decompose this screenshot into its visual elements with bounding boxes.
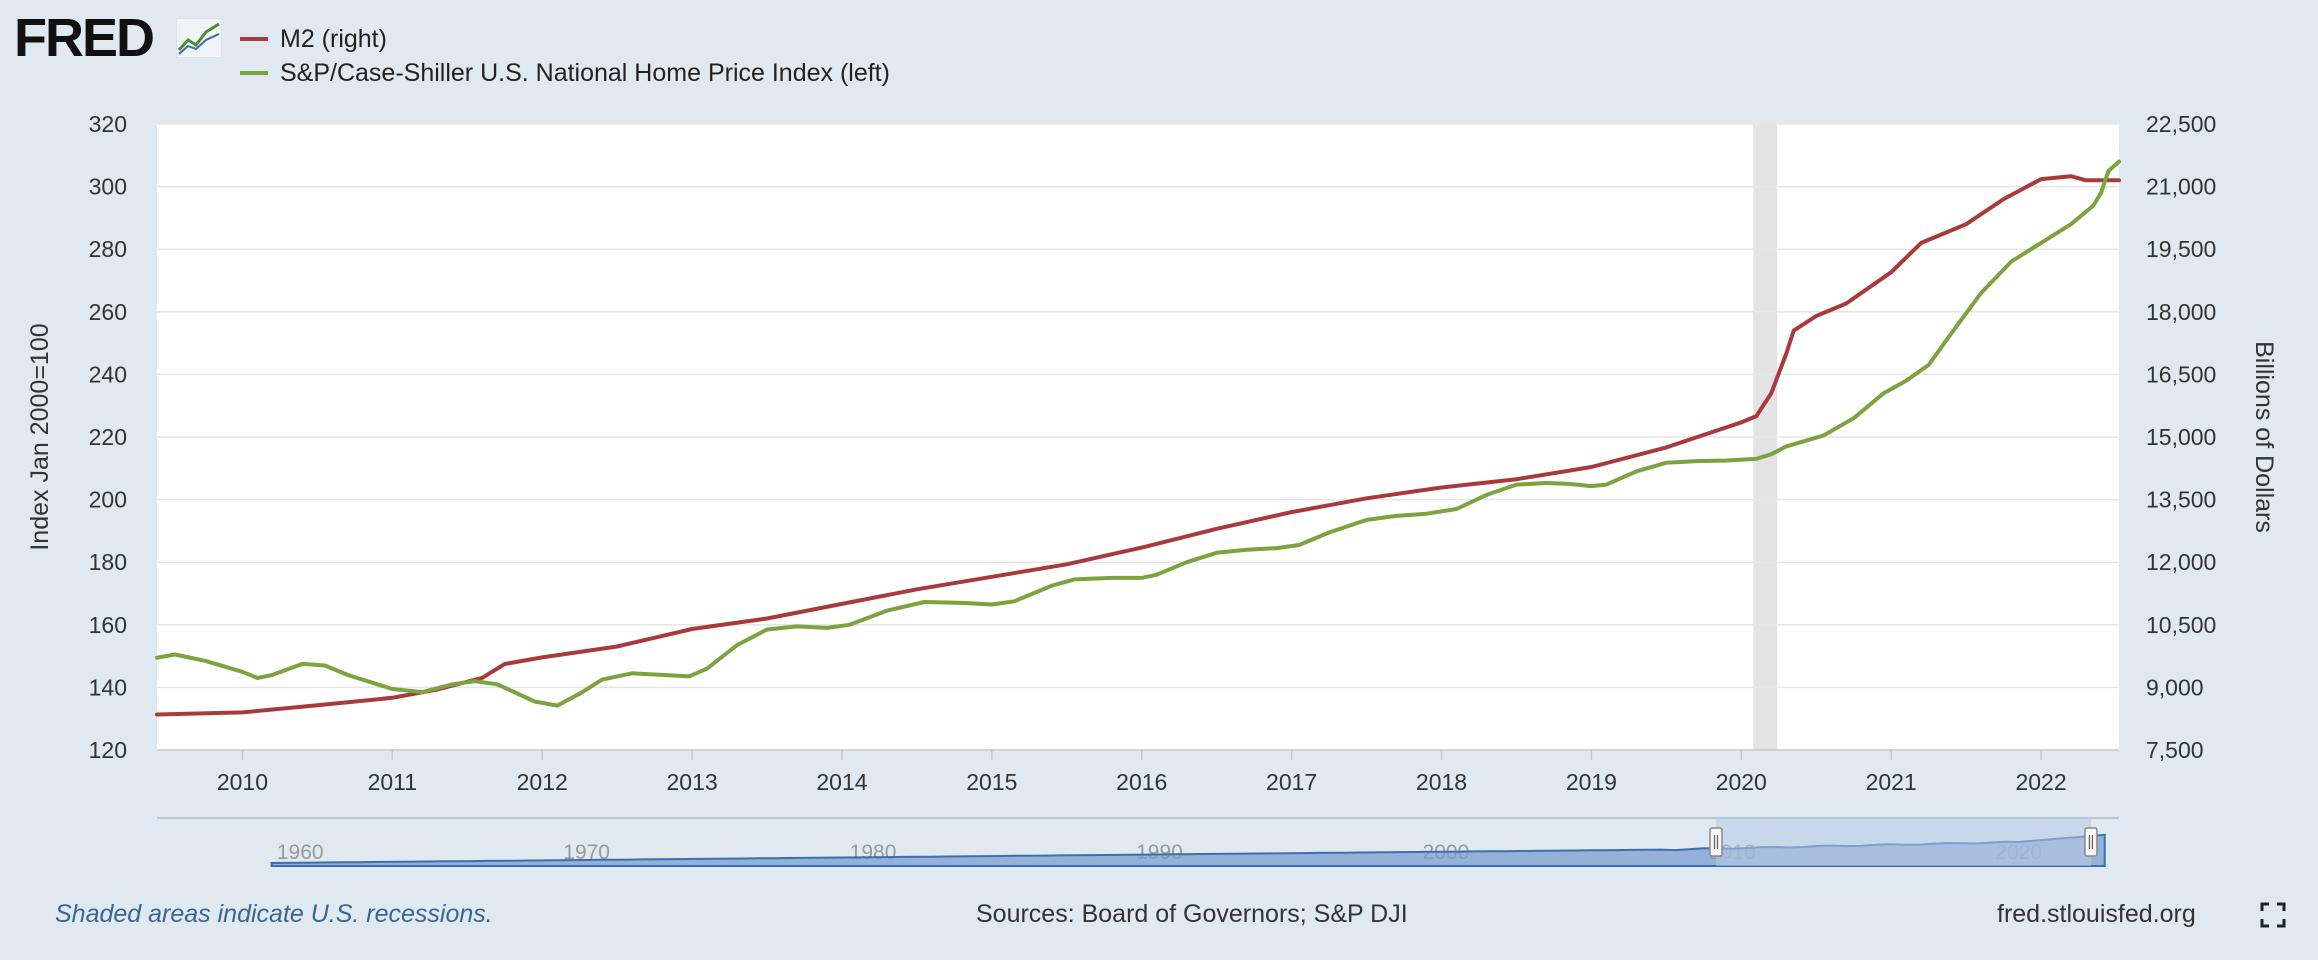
x-tick-label: 2021 bbox=[1866, 769, 1917, 795]
chart-legend: M2 (right) S&P/Case-Shiller U.S. Nationa… bbox=[240, 22, 890, 90]
x-tick-label: 2015 bbox=[966, 769, 1017, 795]
x-tick-label: 2011 bbox=[368, 769, 417, 795]
series-line-hpi bbox=[155, 159, 2121, 708]
series-line-m2 bbox=[155, 174, 2121, 717]
x-tick-label: 2013 bbox=[667, 769, 718, 795]
gridlines bbox=[157, 123, 2119, 689]
legend-swatch-hpi bbox=[240, 71, 268, 75]
x-tick-label: 2022 bbox=[2015, 769, 2066, 795]
sources-text: Sources: Board of Governors; S&P DJI bbox=[976, 900, 1408, 928]
right-tick-label: 10,500 bbox=[2146, 612, 2216, 638]
x-tick-label: 2016 bbox=[1116, 769, 1167, 795]
series-lines bbox=[155, 159, 2121, 717]
left-tick-label: 220 bbox=[89, 424, 127, 450]
left-tick-label: 280 bbox=[89, 236, 127, 262]
fred-graph-icon bbox=[176, 18, 222, 58]
left-tick-label: 140 bbox=[89, 674, 127, 700]
right-tick-label: 12,000 bbox=[2146, 549, 2216, 575]
legend-label-hpi: S&P/Case-Shiller U.S. National Home Pric… bbox=[280, 58, 890, 87]
legend-item-hpi[interactable]: S&P/Case-Shiller U.S. National Home Pric… bbox=[240, 56, 890, 90]
navigator-right-handle[interactable] bbox=[2084, 827, 2098, 857]
fred-logo-text: FRED bbox=[14, 8, 155, 68]
right-tick-label: 16,500 bbox=[2146, 361, 2216, 387]
legend-swatch-m2 bbox=[240, 37, 268, 41]
x-tick-label: 2014 bbox=[816, 769, 867, 795]
right-tick-label: 13,500 bbox=[2146, 487, 2216, 513]
x-tick-label: 2012 bbox=[517, 769, 568, 795]
fred-logo[interactable]: FRED bbox=[14, 10, 224, 66]
right-tick-label: 9,000 bbox=[2146, 674, 2204, 700]
left-tick-label: 200 bbox=[89, 487, 127, 513]
right-axis-title: Billions of Dollars bbox=[2250, 341, 2278, 533]
x-tick-label: 2019 bbox=[1566, 769, 1617, 795]
left-tick-label: 260 bbox=[89, 299, 127, 325]
legend-item-m2[interactable]: M2 (right) bbox=[240, 22, 890, 56]
right-tick-label: 15,000 bbox=[2146, 424, 2216, 450]
x-tick-label: 2020 bbox=[1716, 769, 1767, 795]
x-tick-label: 2010 bbox=[217, 769, 268, 795]
right-tick-label: 7,500 bbox=[2146, 737, 2204, 763]
x-tick-label: 2018 bbox=[1416, 769, 1467, 795]
right-tick-label: 22,500 bbox=[2146, 111, 2216, 137]
recession-note: Shaded areas indicate U.S. recessions. bbox=[55, 900, 493, 928]
range-navigator[interactable]: 1960197019801990200020102020 bbox=[157, 817, 2119, 867]
right-tick-label: 21,000 bbox=[2146, 174, 2216, 200]
legend-label-m2: M2 (right) bbox=[280, 24, 387, 53]
left-tick-label: 320 bbox=[89, 111, 127, 137]
navigator-left-handle[interactable] bbox=[1709, 827, 1723, 857]
left-tick-label: 120 bbox=[89, 737, 127, 763]
left-tick-label: 180 bbox=[89, 549, 127, 575]
x-tick-label: 2017 bbox=[1266, 769, 1317, 795]
left-axis-title: Index Jan 2000=100 bbox=[26, 323, 54, 550]
navigator-selection bbox=[1716, 818, 2091, 866]
right-tick-label: 18,000 bbox=[2146, 299, 2216, 325]
left-tick-label: 160 bbox=[89, 612, 127, 638]
fullscreen-icon[interactable] bbox=[2260, 902, 2286, 928]
right-tick-label: 19,500 bbox=[2146, 236, 2216, 262]
site-link[interactable]: fred.stlouisfed.org bbox=[1997, 900, 2196, 928]
left-tick-label: 240 bbox=[89, 361, 127, 387]
left-tick-label: 300 bbox=[89, 174, 127, 200]
axes: 120 140 160 180 200 220 240 260 280 300 320 7,500 9,… bbox=[89, 111, 2217, 795]
navigator-tick-label: 1970 bbox=[563, 841, 610, 864]
navigator-tick-label: 1960 bbox=[277, 841, 324, 864]
